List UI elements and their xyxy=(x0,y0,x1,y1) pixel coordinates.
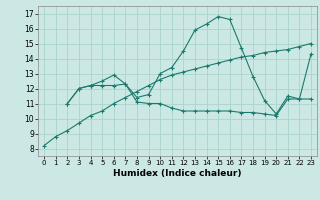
X-axis label: Humidex (Indice chaleur): Humidex (Indice chaleur) xyxy=(113,169,242,178)
